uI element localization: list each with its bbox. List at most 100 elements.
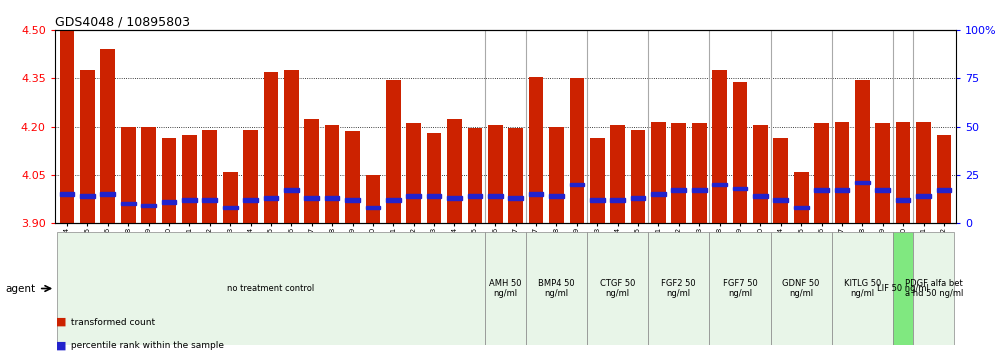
Bar [651,192,665,196]
Bar [611,198,624,202]
Bar [366,175,380,223]
Text: PDGF alfa bet
a hd 50 ng/ml: PDGF alfa bet a hd 50 ng/ml [904,279,963,298]
Bar [630,196,645,200]
Text: ■: ■ [56,340,67,350]
Bar [774,198,788,202]
Bar [386,198,400,202]
Bar [529,77,544,223]
Bar [875,188,890,192]
Bar [80,194,95,198]
Bar [101,192,116,196]
Bar [80,70,95,223]
Bar [529,192,544,196]
Bar [814,123,829,223]
Bar [202,130,217,223]
Bar [488,125,503,223]
Bar [671,123,686,223]
Bar [814,188,829,192]
Bar [835,122,850,223]
Text: AMH 50
ng/ml: AMH 50 ng/ml [489,279,522,298]
Bar [426,194,441,198]
Bar [101,49,116,223]
Bar [709,232,771,345]
Bar [936,135,951,223]
Text: transformed count: transformed count [68,318,154,327]
Bar [305,119,319,223]
Bar [753,125,768,223]
Bar [60,30,75,223]
Bar [121,126,135,223]
Bar [570,183,585,186]
Text: GDNF 50
ng/ml: GDNF 50 ng/ml [783,279,820,298]
Bar [467,194,482,198]
Bar [161,200,176,204]
Text: BMP4 50
ng/ml: BMP4 50 ng/ml [538,279,575,298]
Bar [794,206,809,209]
Bar [264,72,278,223]
Bar [832,232,893,345]
Bar [895,122,910,223]
Bar [611,125,624,223]
Bar [549,126,564,223]
Bar [794,172,809,223]
Text: no treatment control: no treatment control [227,284,315,293]
Bar [243,198,258,202]
Bar [202,198,217,202]
Text: CTGF 50
ng/ml: CTGF 50 ng/ml [600,279,635,298]
Bar [648,232,709,345]
Bar [733,81,747,223]
Bar [346,198,360,202]
Bar [712,70,727,223]
Bar [284,70,299,223]
Bar [488,194,503,198]
Bar [223,206,237,209]
Bar [712,183,727,186]
Bar [936,188,951,192]
Bar [671,188,686,192]
Bar [570,78,585,223]
Bar [406,194,421,198]
Bar [386,80,400,223]
Bar [406,123,421,223]
Bar [325,196,340,200]
Bar [284,188,299,192]
Bar [895,198,910,202]
Bar [426,133,441,223]
Bar [916,122,931,223]
Bar [590,198,605,202]
Bar [587,232,648,345]
Bar [549,194,564,198]
Bar [467,128,482,223]
Bar [835,188,850,192]
Bar [753,194,768,198]
Bar [508,128,523,223]
Bar [913,232,954,345]
Bar [223,172,237,223]
Text: ■: ■ [56,317,67,327]
Bar [447,196,462,200]
Bar [771,232,832,345]
Bar [182,135,197,223]
Text: FGF2 50
ng/ml: FGF2 50 ng/ml [661,279,696,298]
Text: percentile rank within the sample: percentile rank within the sample [68,341,224,350]
Bar [485,232,526,345]
Bar [121,202,135,205]
Bar [855,181,870,184]
Bar [692,188,706,192]
Bar [630,130,645,223]
Bar [590,138,605,223]
Bar [692,123,706,223]
Text: GDS4048 / 10895803: GDS4048 / 10895803 [55,16,190,29]
Bar [264,196,278,200]
Text: agent: agent [5,284,35,293]
Bar [893,232,913,345]
Bar [916,194,931,198]
Text: KITLG 50
ng/ml: KITLG 50 ng/ml [844,279,881,298]
Bar [57,232,485,345]
Bar [733,187,747,190]
Bar [346,131,360,223]
Bar [161,138,176,223]
Bar [875,123,890,223]
Bar [141,204,156,207]
Bar [526,232,587,345]
